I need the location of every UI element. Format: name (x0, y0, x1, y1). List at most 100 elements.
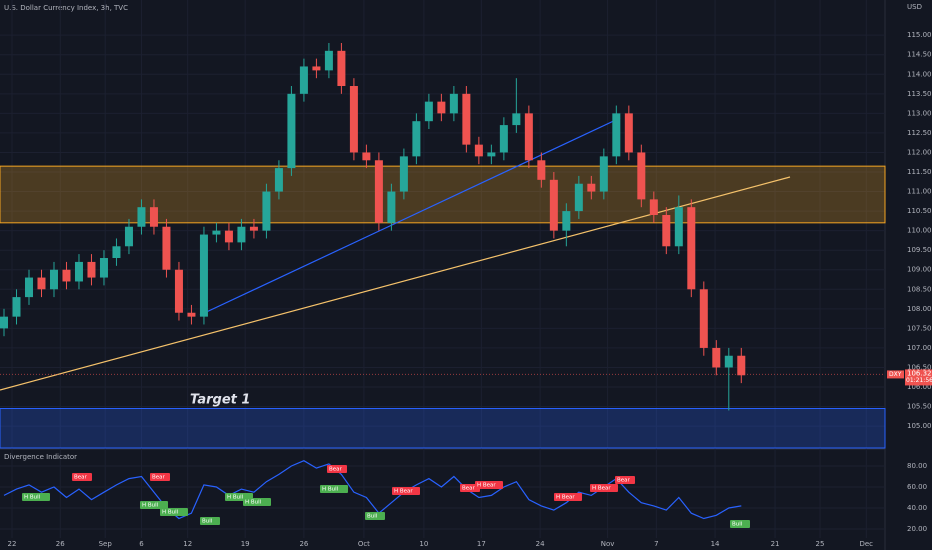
divergence-badge (730, 520, 750, 528)
candle-body (162, 226, 171, 270)
y-tick-label: 111.000 (907, 188, 932, 196)
x-tick-label: 12 (183, 540, 192, 548)
candle-body (487, 152, 496, 157)
candle-body (262, 191, 271, 231)
candle-body (549, 179, 558, 231)
candle-body (174, 269, 183, 313)
candle-body (299, 66, 308, 94)
price-tag (905, 369, 932, 386)
candle-body (637, 152, 646, 200)
divergence-label: H Bull (322, 487, 339, 493)
divergence-badge (554, 493, 582, 501)
divergence-label: H Bull (162, 510, 179, 516)
y-tick-label: 113.500 (907, 90, 932, 98)
x-tick-label: 17 (477, 540, 486, 548)
y-tick-label: 80.00 (907, 462, 927, 470)
y-tick-label: 111.500 (907, 168, 932, 176)
last-price: 106.322 (907, 369, 932, 377)
divergence-badge (615, 476, 635, 484)
divergence-badge (392, 487, 420, 495)
divergence-label: H Bear (477, 483, 496, 489)
y-tick-label: 108.500 (907, 285, 932, 293)
divergence-label: H Bear (556, 495, 575, 501)
candle-body (724, 355, 733, 368)
divergence-badge (243, 498, 271, 506)
x-tick-label: 10 (419, 540, 428, 548)
y-tick-label: 112.000 (907, 148, 932, 156)
x-tick-label: 25 (816, 540, 825, 548)
divergence-badge (140, 501, 168, 509)
divergence-label: H Bull (142, 503, 159, 509)
y-tick-label: 109.000 (907, 266, 932, 274)
candle-body (0, 316, 8, 329)
divergence-badge (320, 485, 348, 493)
candle-body (662, 215, 671, 247)
candle-body (524, 113, 533, 161)
candle-body (37, 277, 46, 290)
candle-body (512, 113, 521, 126)
divergence-badge (22, 493, 50, 501)
candle-body (587, 183, 596, 192)
candle-body (649, 199, 658, 216)
divergence-label: Bear (462, 486, 476, 492)
candle-body (74, 261, 83, 282)
candle-body (412, 121, 421, 157)
candle-body (437, 101, 446, 114)
divergence-label: H Bull (245, 500, 262, 506)
trend-line (0, 176, 791, 391)
symbol-tag (887, 370, 904, 379)
candle-body (349, 86, 358, 153)
candle-body (374, 160, 383, 223)
candle-body (537, 160, 546, 180)
divergence-badge (327, 465, 347, 473)
candle-body (287, 93, 296, 169)
x-tick-label: Sep (99, 540, 113, 548)
y-tick-label: 106.000 (907, 383, 932, 391)
y-tick-label: 20.00 (907, 525, 927, 533)
divergence-label: H Bull (24, 495, 41, 501)
y-tick-label: 110.000 (907, 227, 932, 235)
y-tick-label: 60.00 (907, 483, 927, 491)
currency: USD (907, 3, 922, 11)
y-tick-label: 106.500 (907, 363, 932, 371)
divergence-label: H Bull (227, 495, 244, 501)
zone (0, 165, 886, 224)
y-tick-label: 40.00 (907, 504, 927, 512)
y-tick-label: 105.000 (907, 422, 932, 430)
y-tick-label: 110.500 (907, 207, 932, 215)
candle-body (99, 258, 108, 278)
candle-body (312, 66, 321, 71)
countdown: 01:21:56 (906, 377, 932, 384)
candle-body (737, 355, 746, 376)
candle-body (337, 50, 346, 87)
y-tick-label: 107.500 (907, 324, 932, 332)
symbol: DXY (889, 371, 902, 378)
candle-body (612, 113, 621, 157)
x-tick-label: Nov (601, 540, 615, 548)
candle-body (24, 277, 33, 298)
candle-body (712, 347, 721, 368)
candle-body (399, 156, 408, 192)
x-tick-label: 19 (241, 540, 250, 548)
y-tick-label: 109.500 (907, 246, 932, 254)
candle-body (699, 289, 708, 348)
candle-body (324, 50, 333, 71)
candle-body (462, 93, 471, 145)
divergence-badge (72, 473, 92, 481)
candle-body (137, 207, 146, 227)
y-tick-label: 114.000 (907, 70, 932, 78)
divergence-label: Bear (617, 478, 631, 484)
divergence-label: H Bear (394, 489, 413, 495)
annotation: Target 1 (190, 393, 250, 408)
candle-body (87, 261, 96, 278)
trend-line (199, 117, 621, 316)
y-tick-label: 113.000 (907, 109, 932, 117)
divergence-label: Bull (367, 514, 378, 520)
candle-body (62, 269, 71, 282)
candle-body (224, 230, 233, 243)
y-tick-label: 105.500 (907, 403, 932, 411)
candle-body (674, 207, 683, 247)
indicator-title: Divergence Indicator (4, 453, 77, 461)
divergence-badge (475, 481, 503, 489)
